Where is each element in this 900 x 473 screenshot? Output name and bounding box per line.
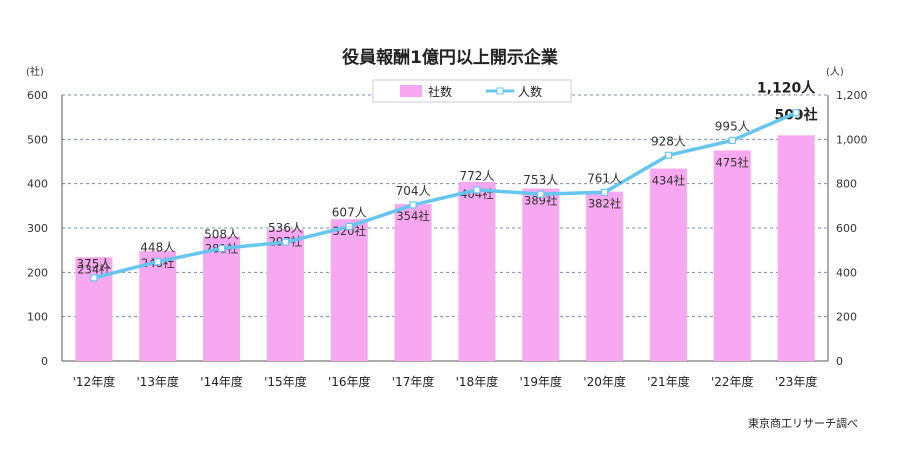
legend-swatch-bar	[400, 85, 422, 97]
category-label: '23年度	[775, 374, 818, 389]
line-data-label: 772人	[459, 169, 494, 183]
left-axis-unit: (社)	[26, 65, 44, 78]
bar	[330, 219, 368, 361]
left-tick-label: 100	[27, 311, 48, 324]
category-label: '16年度	[328, 374, 371, 389]
line-data-label: 536人	[268, 221, 303, 235]
left-tick-label: 300	[27, 222, 48, 235]
left-tick-label: 500	[27, 133, 48, 146]
bar-series: 234社248社281社297社320社354社404社389社382社434社…	[75, 106, 818, 361]
line-data-label: 761人	[587, 171, 622, 185]
right-tick-label: 800	[836, 178, 857, 191]
left-tick-label: 200	[27, 266, 48, 279]
right-tick-label: 600	[836, 222, 857, 235]
line-series: 375人 448人 508人 536人 607人 704人 772人 753人 761人 928人…	[76, 80, 816, 282]
line-point	[728, 136, 736, 145]
bar	[266, 229, 304, 361]
right-axis: 0 200 400 600 800 1,000 1,200	[836, 89, 868, 368]
bar-data-label: 475社	[716, 155, 750, 169]
line-data-label: 928人	[651, 134, 686, 148]
line-point	[90, 274, 98, 282]
line-point	[217, 244, 226, 252]
legend-swatch-marker	[496, 87, 504, 95]
line-data-label: 753人	[523, 173, 558, 187]
category-label: '18年度	[456, 374, 499, 389]
right-tick-label: 0	[836, 355, 843, 368]
line-data-label: 995人	[715, 119, 750, 133]
bar-data-label: 354社	[396, 209, 430, 223]
line-data-label: 704人	[396, 184, 431, 198]
category-label: '17年度	[392, 374, 435, 389]
source-note: 東京商工リサーチ調べ	[748, 416, 858, 430]
line-point	[345, 222, 353, 231]
bar	[203, 236, 241, 361]
bar	[777, 135, 815, 361]
left-tick-label: 0	[41, 355, 48, 368]
category-label: '12年度	[73, 374, 116, 389]
line-point	[537, 190, 545, 198]
line-point	[473, 186, 481, 194]
category-label: '19年度	[519, 374, 562, 389]
bar	[139, 251, 177, 361]
line-data-label: 375人	[76, 257, 111, 271]
line-data-label: 448人	[140, 241, 175, 255]
left-tick-label: 600	[27, 89, 48, 102]
bar-data-label: 382社	[588, 197, 622, 211]
chart-title: 役員報酬1億円以上開示企業	[342, 47, 558, 68]
legend-box	[372, 79, 572, 103]
bar	[458, 181, 496, 361]
line-data-label: 607人	[332, 205, 367, 219]
right-tick-label: 400	[836, 266, 857, 279]
bar	[713, 150, 751, 361]
category-label: '13年度	[136, 374, 179, 389]
bar-data-label: 434社	[652, 174, 686, 188]
line-data-label: 1,120人	[757, 80, 816, 97]
left-tick-label: 400	[27, 178, 48, 191]
line-point	[792, 109, 800, 117]
right-tick-label: 1,200	[836, 89, 868, 102]
left-axis: 0 100 200 300 400 500 600	[27, 89, 48, 368]
line-point	[664, 151, 673, 159]
grid-lines	[61, 94, 829, 362]
line-point	[281, 238, 290, 246]
line-point	[409, 201, 417, 209]
legend-label-bar: 社数	[428, 84, 452, 99]
bar-data-label: 389社	[524, 194, 558, 208]
category-label: '14年度	[200, 374, 243, 389]
bar	[522, 188, 560, 361]
category-label: '22年度	[711, 374, 754, 389]
line-point	[154, 258, 162, 266]
category-label: '20年度	[583, 374, 626, 389]
right-tick-label: 200	[836, 311, 857, 324]
legend: 社数 人数	[372, 79, 572, 103]
line-data-label: 508人	[204, 227, 239, 241]
category-label: '15年度	[264, 374, 307, 389]
series-line	[93, 111, 797, 280]
x-axis: '12年度 '13年度 '14年度 '15年度 '16年度 '17年度 '18年度 '19年度…	[73, 374, 818, 389]
line-point	[600, 188, 609, 196]
right-tick-label: 1,000	[836, 133, 868, 146]
bar	[586, 191, 624, 361]
legend-label-line: 人数	[518, 84, 542, 99]
right-axis-unit: (人)	[826, 66, 844, 78]
category-label: '21年度	[647, 374, 690, 389]
bar	[394, 204, 432, 361]
bar-data-label: 234社	[77, 262, 111, 276]
bar	[649, 168, 687, 361]
